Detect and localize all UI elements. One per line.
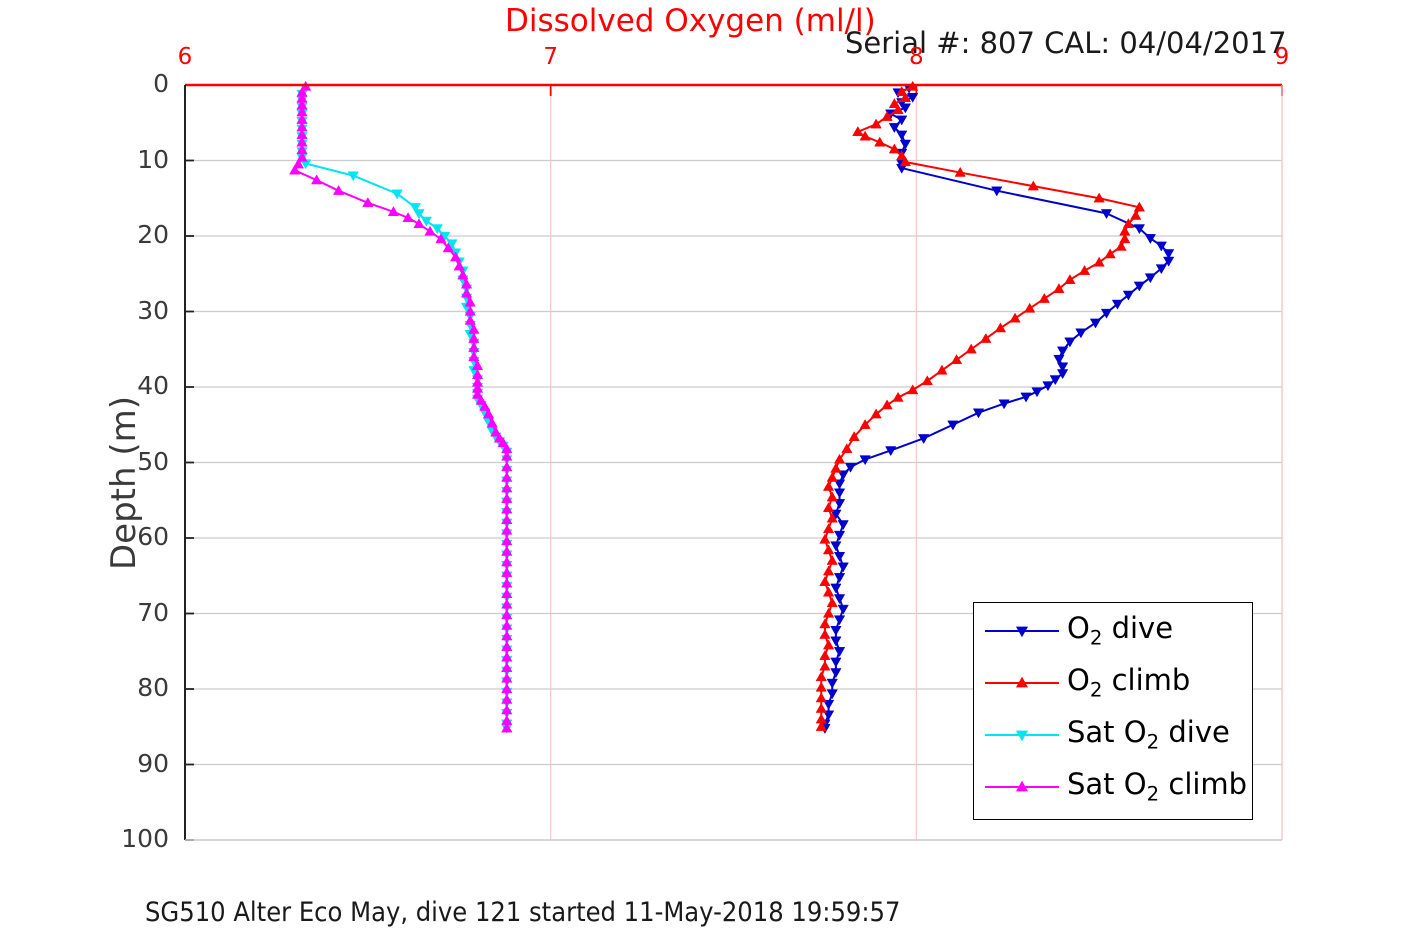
y-tick-80: 80 (137, 673, 169, 702)
axes-frame (184, 83, 1283, 841)
y-tick-40: 40 (137, 371, 169, 400)
legend-sample-lines (985, 626, 1059, 792)
legend-label-o2-climb[interactable]: O2 climb (1067, 663, 1191, 702)
x-tick-6: 6 (177, 44, 193, 70)
serial-cal-annotation: Serial #: 807 CAL: 04/04/2017 (845, 26, 1287, 60)
y-tick-60: 60 (137, 522, 169, 551)
figure-caption: SG510 Alter Eco May, dive 121 started 11… (145, 897, 901, 928)
y-tick-0: 0 (153, 69, 169, 98)
x-tick-8: 8 (909, 44, 924, 70)
y-tick-20: 20 (137, 220, 169, 249)
legend-label-sat-o2-climb[interactable]: Sat O2 climb (1067, 767, 1248, 806)
series-o2-climb (815, 80, 1146, 731)
legend-label-o2-dive[interactable]: O2 dive (1067, 611, 1174, 650)
y-tick-70: 70 (137, 597, 169, 627)
y-tick-50: 50 (137, 446, 169, 476)
series-sat-o2-climb (289, 80, 513, 733)
chart-title: Dissolved Oxygen (ml/l) (505, 3, 876, 39)
y-tick-90: 90 (137, 748, 169, 778)
data-series (289, 80, 1175, 734)
y-tick-10: 10 (137, 144, 169, 174)
x-tick-9: 9 (1274, 44, 1290, 70)
series-sat-o2-dive (296, 83, 513, 734)
y-tick-100: 100 (121, 824, 169, 853)
y-tick-30: 30 (137, 295, 169, 325)
legend-label-sat-o2-dive[interactable]: Sat O2 dive (1067, 715, 1230, 754)
x-tick-7: 7 (543, 44, 558, 70)
legend[interactable] (973, 602, 1253, 820)
